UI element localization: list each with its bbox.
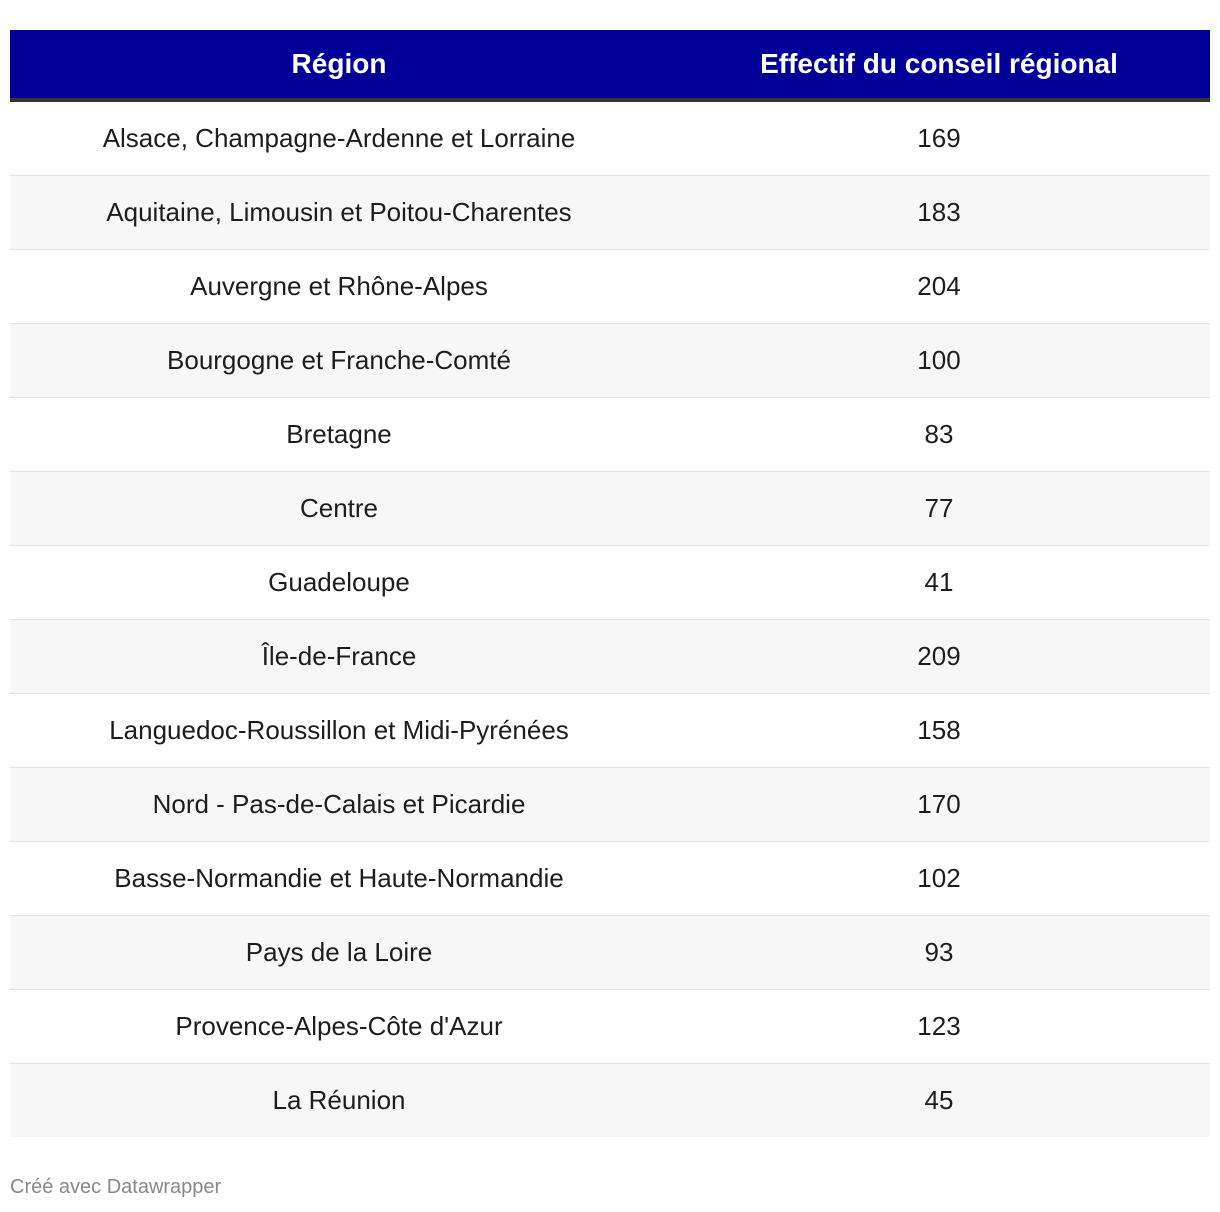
cell-region: Bourgogne et Franche-Comté xyxy=(10,323,668,398)
table-row: Île-de-France 209 xyxy=(10,619,1210,694)
column-header-region[interactable]: Région xyxy=(10,30,668,102)
cell-effectif: 123 xyxy=(668,989,1210,1064)
table-row: Auvergne et Rhône-Alpes 204 xyxy=(10,249,1210,324)
table-row: Languedoc-Roussillon et Midi-Pyrénées 158 xyxy=(10,693,1210,768)
cell-effectif: 102 xyxy=(668,841,1210,916)
table-row: Bretagne 83 xyxy=(10,397,1210,472)
cell-region: Provence-Alpes-Côte d'Azur xyxy=(10,989,668,1064)
cell-region: Aquitaine, Limousin et Poitou-Charentes xyxy=(10,175,668,250)
cell-region: La Réunion xyxy=(10,1063,668,1137)
table-row: Aquitaine, Limousin et Poitou-Charentes 1… xyxy=(10,175,1210,250)
cell-region: Auvergne et Rhône-Alpes xyxy=(10,249,668,324)
cell-effectif: 209 xyxy=(668,619,1210,694)
cell-region: Guadeloupe xyxy=(10,545,668,620)
cell-region: Basse-Normandie et Haute-Normandie xyxy=(10,841,668,916)
table-row: Centre 77 xyxy=(10,471,1210,546)
cell-effectif: 45 xyxy=(668,1063,1210,1137)
cell-effectif: 41 xyxy=(668,545,1210,620)
cell-region: Alsace, Champagne-Ardenne et Lorraine xyxy=(10,100,668,176)
table-row: La Réunion 45 xyxy=(10,1063,1210,1137)
cell-region: Bretagne xyxy=(10,397,668,472)
cell-region: Pays de la Loire xyxy=(10,915,668,990)
table-row: Provence-Alpes-Côte d'Azur 123 xyxy=(10,989,1210,1064)
cell-region: Centre xyxy=(10,471,668,546)
cell-effectif: 183 xyxy=(668,175,1210,250)
data-table-container: Région Effectif du conseil régional Alsa… xyxy=(10,30,1210,1137)
cell-effectif: 169 xyxy=(668,100,1210,176)
table-row: Bourgogne et Franche-Comté 100 xyxy=(10,323,1210,398)
cell-effectif: 158 xyxy=(668,693,1210,768)
table-body: Alsace, Champagne-Ardenne et Lorraine 169… xyxy=(10,100,1210,1137)
cell-effectif: 93 xyxy=(668,915,1210,990)
table-row: Nord - Pas-de-Calais et Picardie 170 xyxy=(10,767,1210,842)
table-row: Guadeloupe 41 xyxy=(10,545,1210,620)
table-header: Région Effectif du conseil régional xyxy=(10,30,1210,102)
cell-effectif: 77 xyxy=(668,471,1210,546)
data-table: Région Effectif du conseil régional Alsa… xyxy=(10,30,1210,1137)
cell-effectif: 170 xyxy=(668,767,1210,842)
cell-effectif: 100 xyxy=(668,323,1210,398)
cell-region: Nord - Pas-de-Calais et Picardie xyxy=(10,767,668,842)
cell-region: Languedoc-Roussillon et Midi-Pyrénées xyxy=(10,693,668,768)
header-row: Région Effectif du conseil régional xyxy=(10,30,1210,102)
column-header-effectif[interactable]: Effectif du conseil régional xyxy=(668,30,1210,102)
table-row: Alsace, Champagne-Ardenne et Lorraine 169 xyxy=(10,100,1210,176)
footer-credit: Créé avec Datawrapper xyxy=(10,1176,222,1198)
table-row: Pays de la Loire 93 xyxy=(10,915,1210,990)
table-row: Basse-Normandie et Haute-Normandie 102 xyxy=(10,841,1210,916)
cell-effectif: 83 xyxy=(668,397,1210,472)
cell-effectif: 204 xyxy=(668,249,1210,324)
cell-region: Île-de-France xyxy=(10,619,668,694)
